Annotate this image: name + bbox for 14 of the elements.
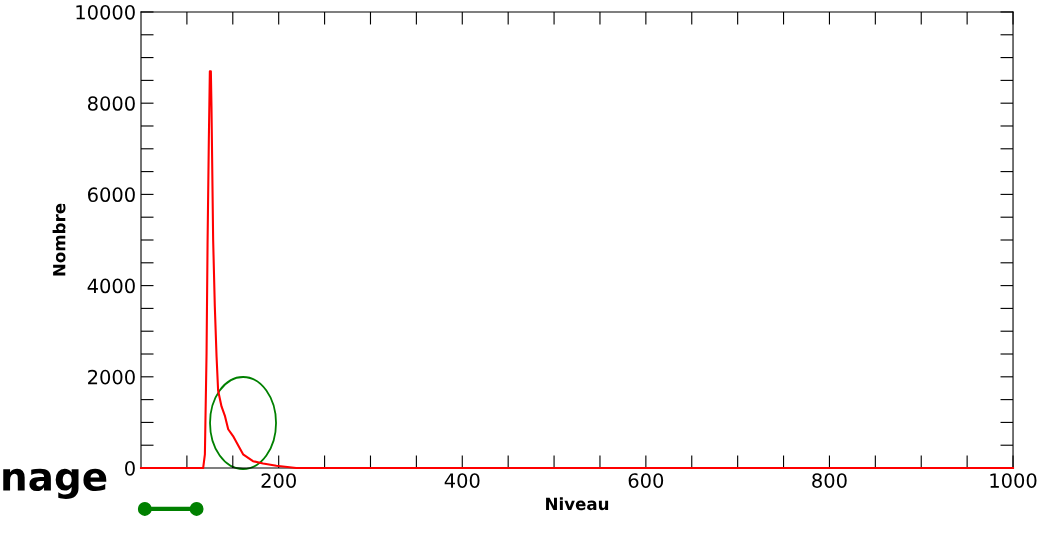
y-tick-label: 0 — [125, 460, 135, 476]
x-tick-label: 1000 — [990, 473, 1037, 488]
x-tick-label: 800 — [812, 473, 847, 488]
y-tick-label: 8000 — [87, 96, 135, 111]
x-tick-label: 400 — [444, 473, 480, 488]
y-tick-label: 6000 — [88, 187, 135, 203]
x-tick-label: 600 — [628, 473, 664, 488]
text: nage — [3, 468, 107, 499]
x-tick-label: 200 — [261, 473, 296, 488]
y-tick-label: 4000 — [87, 278, 135, 294]
x-axis-title: Niveau — [546, 497, 609, 511]
y-tick-label: 10000 — [76, 4, 135, 20]
y-tick-label: 2000 — [88, 369, 135, 385]
y-axis-title: Nombre — [52, 203, 66, 276]
